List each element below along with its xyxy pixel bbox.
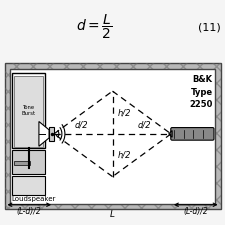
- FancyBboxPatch shape: [171, 128, 214, 140]
- Text: Loudspeaker: Loudspeaker: [11, 196, 55, 203]
- Text: (L-d)/2: (L-d)/2: [17, 207, 42, 216]
- Text: (11): (11): [198, 22, 221, 32]
- Bar: [4, 63, 220, 209]
- Bar: [12, 176, 45, 195]
- Text: B&K
Type
2250: B&K Type 2250: [189, 75, 213, 109]
- Text: h/2: h/2: [118, 108, 132, 117]
- Bar: [10, 69, 215, 204]
- Bar: [14, 76, 43, 147]
- Text: (L-d)/2: (L-d)/2: [183, 207, 208, 216]
- Text: $d = \dfrac{L}{2}$: $d = \dfrac{L}{2}$: [76, 13, 113, 41]
- Bar: [12, 73, 45, 148]
- Bar: [14, 161, 31, 165]
- Polygon shape: [169, 130, 172, 137]
- Text: L: L: [110, 210, 115, 219]
- Text: Tone
Burst: Tone Burst: [22, 105, 36, 116]
- Text: d/2: d/2: [137, 121, 151, 130]
- Bar: [49, 127, 54, 141]
- Bar: [4, 63, 220, 209]
- Polygon shape: [39, 122, 49, 146]
- Bar: [12, 150, 45, 174]
- Text: h/2: h/2: [118, 151, 132, 160]
- Text: d/2: d/2: [74, 121, 88, 130]
